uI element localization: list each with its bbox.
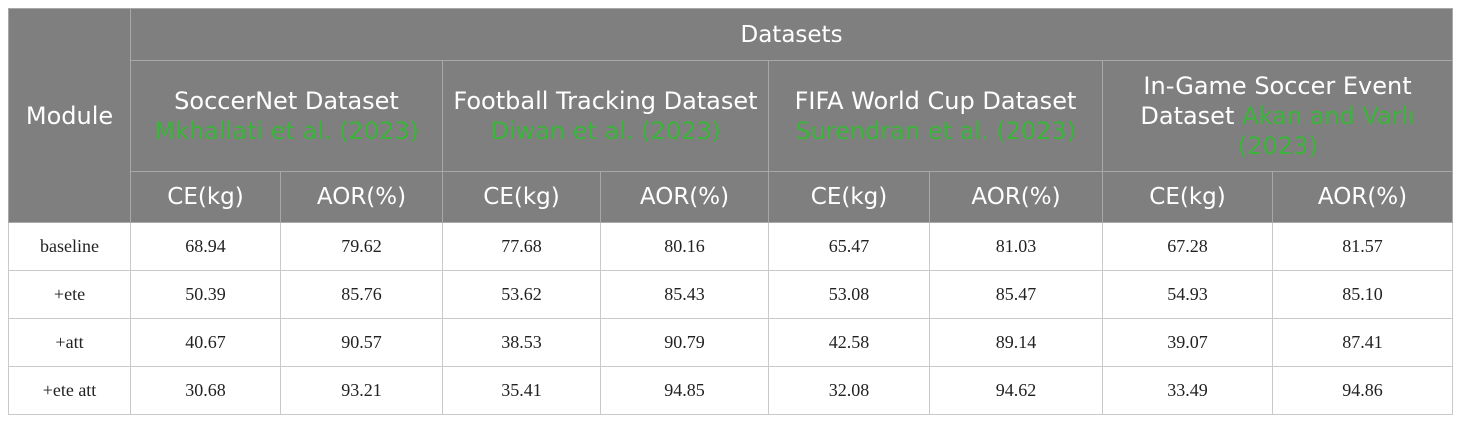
value-cell: 85.43 [600,270,769,319]
metric-header-ce: CE(kg) [768,171,930,223]
dataset-header-fifa-world-cup: FIFA World Cup Dataset Surendran et al. … [768,60,1103,172]
module-cell: +ete att [8,366,131,415]
dataset-citation: Surendran et al. (2023) [795,117,1076,145]
table-row: +att 40.67 90.57 38.53 90.79 42.58 89.14… [8,318,1454,367]
metric-header-aor: AOR(%) [929,171,1103,223]
value-cell: 35.41 [442,366,601,415]
metric-header-ce: CE(kg) [1102,171,1273,223]
value-cell: 65.47 [768,222,930,271]
value-cell: 94.62 [929,366,1103,415]
value-cell: 85.10 [1271,270,1454,319]
module-cell: baseline [8,222,131,271]
value-cell: 67.28 [1102,222,1273,271]
value-cell: 40.67 [130,318,281,367]
dataset-name: In-Game Soccer Event Dataset [1140,72,1412,130]
value-cell: 53.08 [768,270,930,319]
value-cell: 80.16 [600,222,769,271]
dataset-name: FIFA World Cup Dataset [794,87,1077,115]
value-cell: 90.79 [600,318,769,367]
metric-header-ce: CE(kg) [442,171,601,223]
metric-header-aor: AOR(%) [600,171,769,223]
module-cell: +att [8,318,131,367]
value-cell: 85.76 [280,270,443,319]
metric-header-aor: AOR(%) [280,171,443,223]
value-cell: 87.41 [1271,318,1454,367]
metric-header-aor: AOR(%) [1271,171,1454,223]
value-cell: 54.93 [1102,270,1273,319]
table-row: baseline 68.94 79.62 77.68 80.16 65.47 8… [8,222,1454,271]
results-table: Module Datasets SoccerNet Dataset Mkhall… [8,8,1454,415]
value-cell: 89.14 [929,318,1103,367]
datasets-group-header: Datasets [129,8,1454,61]
dataset-citation: Diwan et al. (2023) [490,117,721,145]
value-cell: 79.62 [280,222,443,271]
value-cell: 94.85 [600,366,769,415]
dataset-citation: Akan and Varlı (2023) [1237,102,1415,160]
value-cell: 50.39 [130,270,281,319]
value-cell: 68.94 [130,222,281,271]
value-cell: 77.68 [442,222,601,271]
value-cell: 81.57 [1271,222,1454,271]
table-row: +ete 50.39 85.76 53.62 85.43 53.08 85.47… [8,270,1454,319]
dataset-citation: Mkhallati et al. (2023) [154,117,419,145]
dataset-header-in-game-soccer-event: In-Game Soccer Event Dataset Akan and Va… [1101,60,1454,172]
value-cell: 85.47 [929,270,1103,319]
dataset-header-football-tracking: Football Tracking Dataset Diwan et al. (… [442,60,769,172]
dataset-name: SoccerNet Dataset [174,87,399,115]
value-cell: 42.58 [768,318,930,367]
value-cell: 30.68 [130,366,281,415]
value-cell: 38.53 [442,318,601,367]
module-column-header: Module [8,8,131,223]
module-cell: +ete [8,270,131,319]
value-cell: 53.62 [442,270,601,319]
value-cell: 32.08 [768,366,930,415]
value-cell: 90.57 [280,318,443,367]
metric-header-ce: CE(kg) [130,171,281,223]
dataset-name: Football Tracking Dataset [453,87,758,115]
value-cell: 33.49 [1102,366,1273,415]
dataset-header-soccernet: SoccerNet Dataset Mkhallati et al. (2023… [130,60,443,172]
value-cell: 39.07 [1102,318,1273,367]
value-cell: 93.21 [280,366,443,415]
value-cell: 81.03 [929,222,1103,271]
value-cell: 94.86 [1271,366,1454,415]
table-row: +ete att 30.68 93.21 35.41 94.85 32.08 9… [8,366,1454,415]
